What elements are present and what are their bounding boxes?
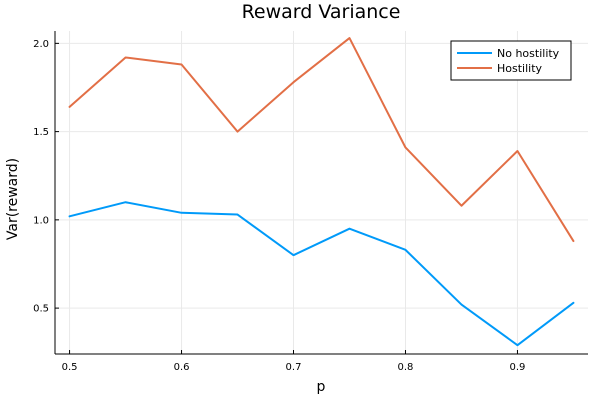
tick-labels: 0.5 0.6 0.7 0.8 0.9 0.5 1.0 1.5 2.0 bbox=[33, 39, 525, 373]
series-lines bbox=[68, 37, 575, 347]
legend: No hostility Hostility bbox=[450, 40, 572, 81]
legend-label-hostility: Hostility bbox=[497, 62, 543, 75]
x-axis-label: p bbox=[317, 379, 326, 395]
x-tick-label: 0.8 bbox=[398, 362, 414, 373]
x-tick-label: 0.6 bbox=[174, 362, 190, 373]
series-line-no-hostility bbox=[68, 201, 575, 347]
series-line-hostility bbox=[68, 37, 575, 243]
y-tick-label: 1.0 bbox=[33, 215, 49, 226]
y-tick-label: 2.0 bbox=[33, 39, 49, 50]
x-tick-label: 0.5 bbox=[62, 362, 78, 373]
x-tick-label: 0.9 bbox=[510, 362, 526, 373]
y-axis-label: Var(reward) bbox=[5, 158, 21, 240]
axes bbox=[54, 31, 588, 355]
y-tick-label: 0.5 bbox=[33, 304, 49, 315]
legend-label-no-hostility: No hostility bbox=[497, 47, 560, 60]
x-tick-label: 0.7 bbox=[286, 362, 302, 373]
chart-title: Reward Variance bbox=[242, 1, 401, 23]
y-tick-label: 1.5 bbox=[33, 127, 49, 138]
legend-box bbox=[450, 40, 572, 81]
